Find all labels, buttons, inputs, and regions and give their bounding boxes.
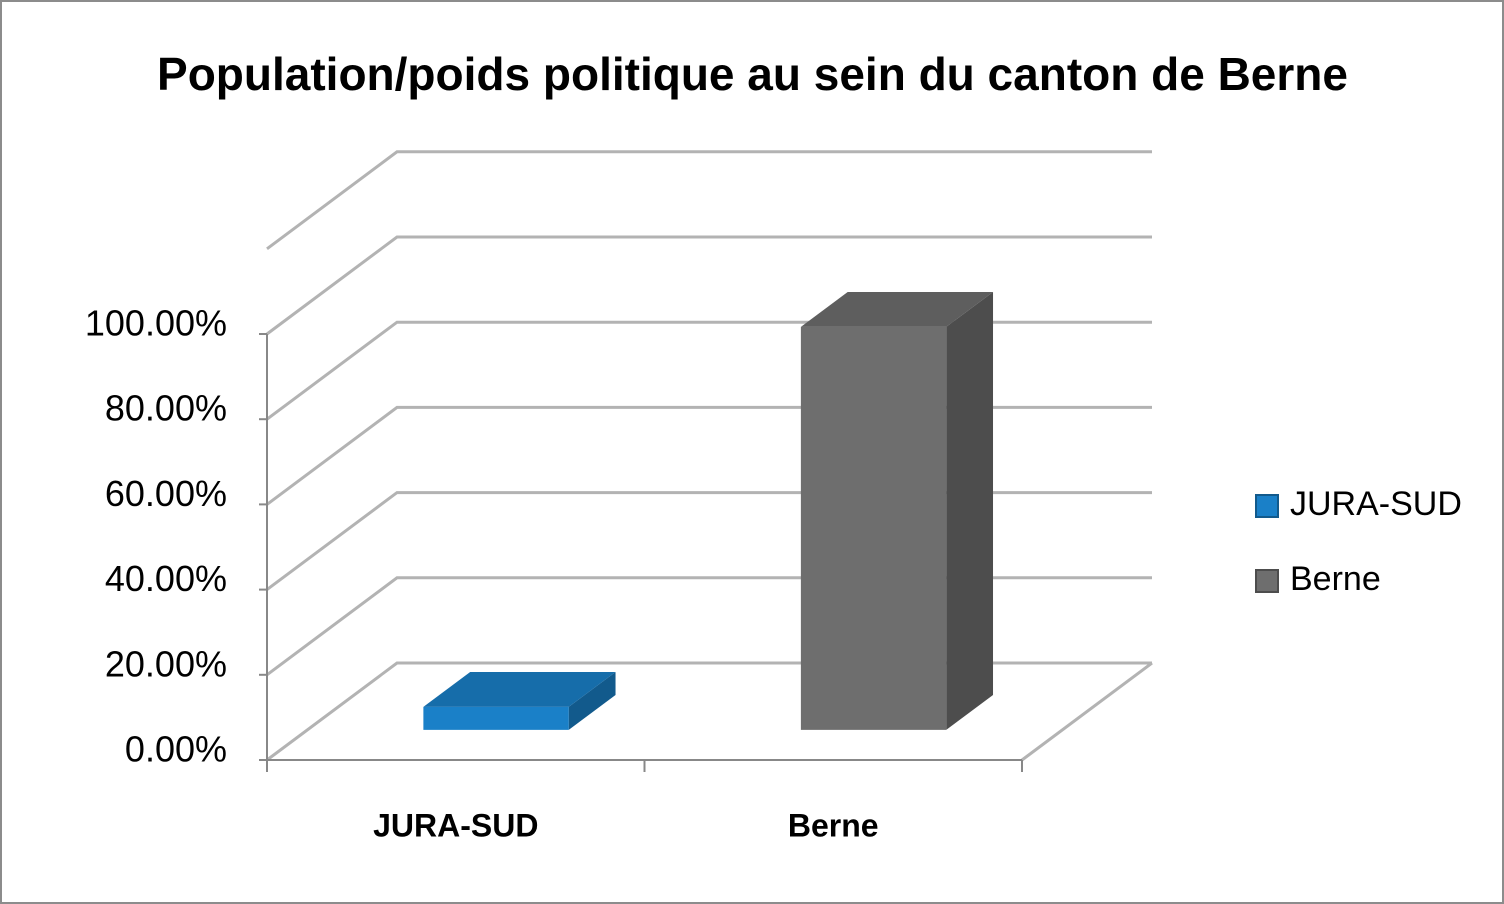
grid-line xyxy=(266,235,1152,336)
y-tick-label: 20.00% xyxy=(105,643,227,684)
legend-label: Berne xyxy=(1290,560,1381,598)
legend-marker xyxy=(1255,569,1279,593)
grid-line xyxy=(266,320,1152,421)
legend-marker xyxy=(1255,494,1279,518)
grid-line xyxy=(266,491,1152,591)
grid-line xyxy=(266,150,1152,251)
y-tick-label: 60.00% xyxy=(105,473,227,514)
legend-label: JURA-SUD xyxy=(1290,485,1462,523)
bar-top xyxy=(800,292,994,327)
bar-front xyxy=(423,706,569,730)
chart-title: Population/poids politique au sein du ca… xyxy=(157,48,1348,100)
bar-top xyxy=(423,672,616,707)
grid-line xyxy=(266,576,1152,677)
y-tick-label: 0.00% xyxy=(125,729,227,770)
x-tick-label: Berne xyxy=(788,807,879,843)
bar-side xyxy=(946,292,994,730)
y-tick-label: 100.00% xyxy=(85,303,227,344)
x-tick-label: JURA-SUD xyxy=(373,807,538,843)
y-tick-label: 40.00% xyxy=(105,558,227,599)
floor xyxy=(1021,661,1153,762)
y-tick-label: 80.00% xyxy=(105,388,227,429)
bar-front xyxy=(800,326,947,730)
bar-side xyxy=(568,672,616,730)
grid-line xyxy=(266,405,1152,506)
grid-line xyxy=(266,661,1152,762)
